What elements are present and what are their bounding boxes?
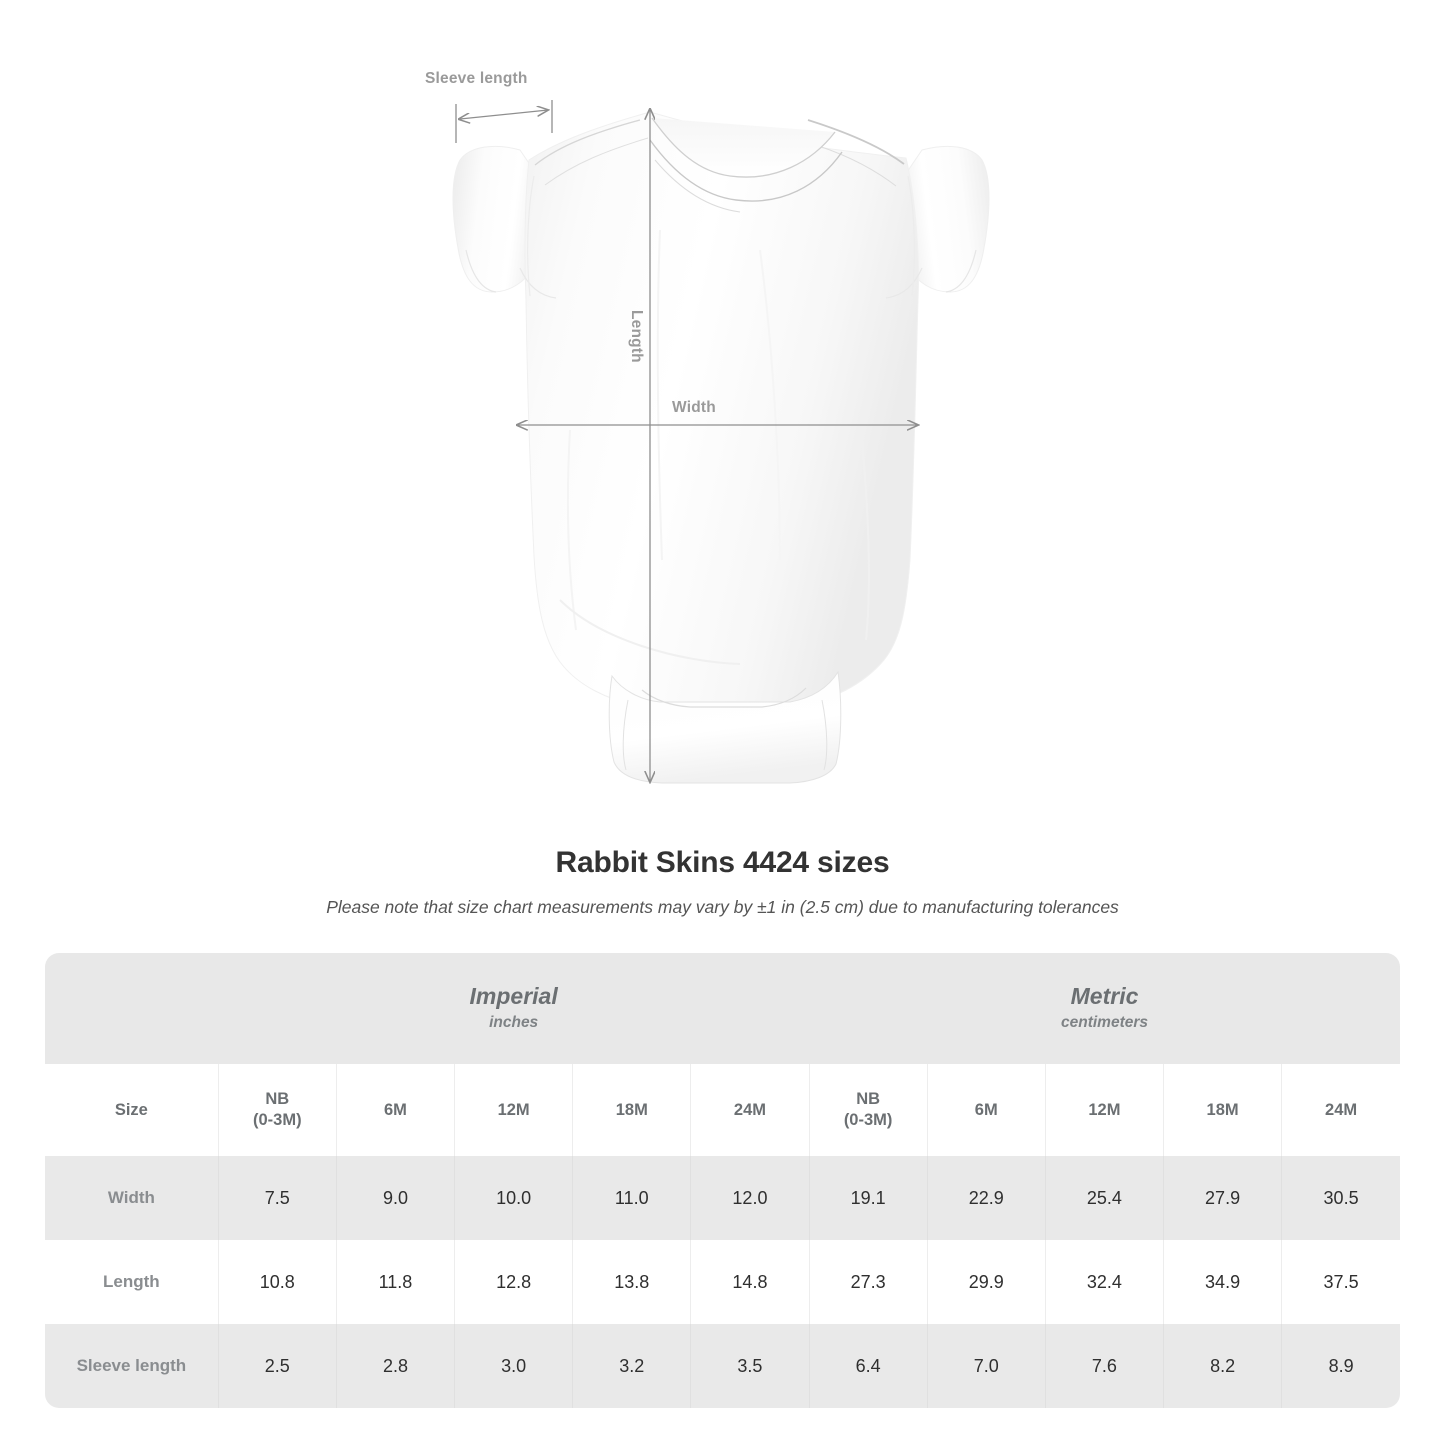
garment-illustration: Sleeve length Length Width xyxy=(425,70,990,830)
unit-header-blank xyxy=(45,953,219,1064)
row-label-width: Width xyxy=(45,1156,219,1240)
size-column-header: 12M xyxy=(454,1064,573,1156)
cell-value: 2.8 xyxy=(335,1324,455,1408)
unit-group-imperial: Imperial inches xyxy=(218,953,810,1064)
bodysuit-diagram xyxy=(452,100,990,830)
cell-value: 2.5 xyxy=(217,1324,337,1408)
cell-value: 11.0 xyxy=(572,1156,691,1240)
size-column-header: NB (0-3M) xyxy=(808,1064,928,1156)
cell-value: 10.8 xyxy=(217,1240,337,1324)
cell-value: 27.9 xyxy=(1162,1156,1282,1240)
size-column-header: 6M xyxy=(335,1064,455,1156)
cell-value: 32.4 xyxy=(1044,1240,1164,1324)
cell-value: 34.9 xyxy=(1162,1240,1282,1324)
size-column-header: 12M xyxy=(1044,1064,1164,1156)
cell-value: 8.2 xyxy=(1162,1324,1282,1408)
cell-value: 25.4 xyxy=(1044,1156,1164,1240)
unit-group-metric-sub: centimeters xyxy=(1061,1014,1149,1032)
unit-group-metric-name: Metric xyxy=(1070,982,1139,1009)
cell-value: 9.0 xyxy=(335,1156,455,1240)
cell-value: 7.0 xyxy=(926,1324,1046,1408)
size-col-main: 6M xyxy=(974,1100,998,1119)
bodysuit-shape xyxy=(452,111,990,784)
size-chart-table: Imperial inches Metric centimeters Size … xyxy=(45,953,1400,1408)
cell-value: 37.5 xyxy=(1281,1240,1400,1324)
cell-value: 10.0 xyxy=(454,1156,573,1240)
table-row: Width 7.5 9.0 10.0 11.0 12.0 19.1 22.9 2… xyxy=(45,1156,1400,1240)
cell-value: 3.2 xyxy=(572,1324,691,1408)
cell-value: 12.8 xyxy=(454,1240,573,1324)
size-col-main: NB xyxy=(856,1090,881,1109)
size-col-main: 6M xyxy=(384,1100,407,1119)
cell-value: 12.0 xyxy=(690,1156,810,1240)
size-col-sub: (0-3M) xyxy=(843,1111,893,1129)
size-column-header: 24M xyxy=(690,1064,810,1156)
cell-value: 30.5 xyxy=(1281,1156,1400,1240)
unit-group-imperial-sub: inches xyxy=(489,1014,539,1032)
row-label-sleeve-length: Sleeve length xyxy=(45,1324,219,1408)
cell-value: 19.1 xyxy=(808,1156,928,1240)
size-col-main: 24M xyxy=(733,1100,766,1119)
size-col-main: 12M xyxy=(1088,1100,1121,1119)
size-column-header: 18M xyxy=(1162,1064,1282,1156)
size-chart-table-container: Imperial inches Metric centimeters Size … xyxy=(45,953,1400,1408)
cell-value: 29.9 xyxy=(926,1240,1046,1324)
page-title: Rabbit Skins 4424 sizes xyxy=(555,846,890,879)
cell-value: 27.3 xyxy=(808,1240,928,1324)
size-column-header: 6M xyxy=(926,1064,1046,1156)
size-column-header: 24M xyxy=(1281,1064,1400,1156)
sleeve-length-arrow xyxy=(460,110,548,119)
length-label: Length xyxy=(628,310,645,363)
size-column-header: NB (0-3M) xyxy=(217,1064,337,1156)
size-col-main: 12M xyxy=(497,1100,530,1119)
size-column-header: 18M xyxy=(572,1064,691,1156)
unit-group-imperial-name: Imperial xyxy=(469,982,558,1009)
size-col-sub: (0-3M) xyxy=(253,1111,302,1129)
size-header-row: Size NB (0-3M) 6M 12M 18M 24M N xyxy=(45,1064,1400,1156)
cell-value: 7.5 xyxy=(217,1156,337,1240)
cell-value: 3.0 xyxy=(454,1324,573,1408)
unit-group-metric: Metric centimeters xyxy=(809,953,1400,1064)
cell-value: 8.9 xyxy=(1281,1324,1400,1408)
cell-value: 6.4 xyxy=(808,1324,928,1408)
size-header-label: Size xyxy=(45,1064,219,1156)
size-col-main: 18M xyxy=(1206,1100,1239,1119)
cell-value: 13.8 xyxy=(572,1240,691,1324)
size-col-main: 18M xyxy=(615,1100,648,1119)
title-block: Rabbit Skins 4424 sizes Please note that… xyxy=(0,845,1445,918)
table-row: Sleeve length 2.5 2.8 3.0 3.2 3.5 6.4 7.… xyxy=(45,1324,1400,1408)
sleeve-length-label: Sleeve length xyxy=(425,70,528,87)
tolerance-note: Please note that size chart measurements… xyxy=(326,897,1119,917)
row-label-length: Length xyxy=(45,1240,219,1324)
cell-value: 11.8 xyxy=(335,1240,455,1324)
size-col-main: 24M xyxy=(1325,1100,1358,1119)
size-col-main: NB xyxy=(265,1090,290,1109)
width-label: Width xyxy=(672,399,716,416)
unit-group-header-row: Imperial inches Metric centimeters xyxy=(45,953,1400,1064)
dimension-lines xyxy=(455,100,918,782)
cell-value: 22.9 xyxy=(926,1156,1046,1240)
table-row: Length 10.8 11.8 12.8 13.8 14.8 27.3 29.… xyxy=(45,1240,1400,1324)
cell-value: 14.8 xyxy=(690,1240,810,1324)
cell-value: 7.6 xyxy=(1044,1324,1164,1408)
cell-value: 3.5 xyxy=(690,1324,810,1408)
